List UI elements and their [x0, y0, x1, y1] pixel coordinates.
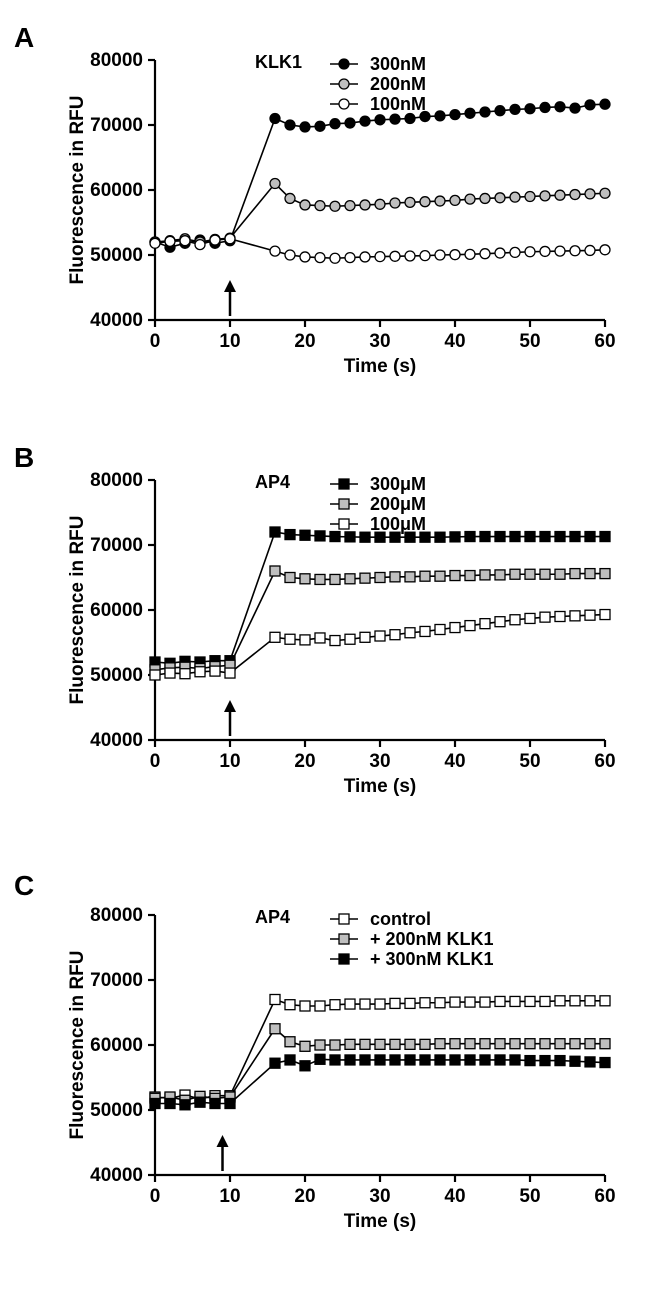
xtick-label: 50: [519, 1186, 540, 1207]
legend-label: 100nM: [370, 94, 426, 114]
series-line: [155, 104, 605, 247]
ytick-label: 60000: [90, 180, 143, 201]
legend-label: + 300nM KLK1: [370, 949, 494, 969]
chart-title: KLK1: [255, 52, 302, 72]
xtick-label: 40: [444, 331, 465, 352]
legend-label: + 200nM KLK1: [370, 929, 494, 949]
xtick-label: 20: [294, 1186, 315, 1207]
xtick-label: 30: [369, 331, 390, 352]
xtick-label: 40: [444, 751, 465, 772]
chart-title: AP4: [255, 472, 290, 492]
legend-label: 300nM: [370, 54, 426, 74]
ytick-label: 60000: [90, 1035, 143, 1056]
xtick-label: 10: [219, 331, 240, 352]
ytick-label: 80000: [90, 50, 143, 71]
chart-A: 40000 50000 60000 70000 80000 0 10 20 30 40 50 60 Fl…: [60, 45, 620, 385]
ytick-label: 50000: [90, 1100, 143, 1121]
xtick-label: 10: [219, 1186, 240, 1207]
xtick-label: 0: [150, 751, 161, 772]
xtick-label: 60: [594, 1186, 615, 1207]
ytick-label: 70000: [90, 115, 143, 136]
xtick-label: 50: [519, 331, 540, 352]
xtick-label: 60: [594, 331, 615, 352]
xtick-label: 10: [219, 751, 240, 772]
xtick-label: 20: [294, 751, 315, 772]
chart-B: 40000 50000 60000 70000 80000 0 10 20 30 40 50 60 Fl…: [60, 465, 620, 805]
ytick-label: 80000: [90, 470, 143, 491]
ytick-label: 70000: [90, 535, 143, 556]
xtick-label: 50: [519, 751, 540, 772]
chart-C: 40000 50000 60000 70000 80000 0 10 20 30 40 50 60 Fl…: [60, 900, 620, 1240]
panel-label-B: B: [14, 442, 34, 474]
ytick-label: 80000: [90, 905, 143, 926]
xtick-label: 0: [150, 1186, 161, 1207]
ytick-label: 50000: [90, 245, 143, 266]
xtick-label: 30: [369, 751, 390, 772]
xtick-label: 40: [444, 1186, 465, 1207]
ytick-label: 60000: [90, 600, 143, 621]
legend-label: 200nM: [370, 74, 426, 94]
chart-title: AP4: [255, 907, 290, 927]
legend-label: 100μM: [370, 514, 426, 534]
series-line: [155, 184, 605, 243]
y-axis-label: Fluorescence in RFU: [67, 951, 88, 1140]
xtick-label: 30: [369, 1186, 390, 1207]
legend-label: 300μM: [370, 474, 426, 494]
ytick-label: 40000: [90, 1165, 143, 1186]
xtick-label: 60: [594, 751, 615, 772]
y-axis-label: Fluorescence in RFU: [67, 96, 88, 285]
x-axis-label: Time (s): [344, 776, 417, 797]
legend-label: control: [370, 909, 431, 929]
xtick-label: 0: [150, 331, 161, 352]
y-axis-label: Fluorescence in RFU: [67, 516, 88, 705]
ytick-label: 50000: [90, 665, 143, 686]
ytick-label: 40000: [90, 310, 143, 331]
ytick-label: 70000: [90, 970, 143, 991]
series-line: [155, 532, 605, 663]
x-axis-label: Time (s): [344, 1211, 417, 1232]
legend-label: 200μM: [370, 494, 426, 514]
panel-label-A: A: [14, 22, 34, 54]
panel-label-C: C: [14, 870, 34, 902]
xtick-label: 20: [294, 331, 315, 352]
x-axis-label: Time (s): [344, 356, 417, 377]
ytick-label: 40000: [90, 730, 143, 751]
series-line: [155, 571, 605, 670]
